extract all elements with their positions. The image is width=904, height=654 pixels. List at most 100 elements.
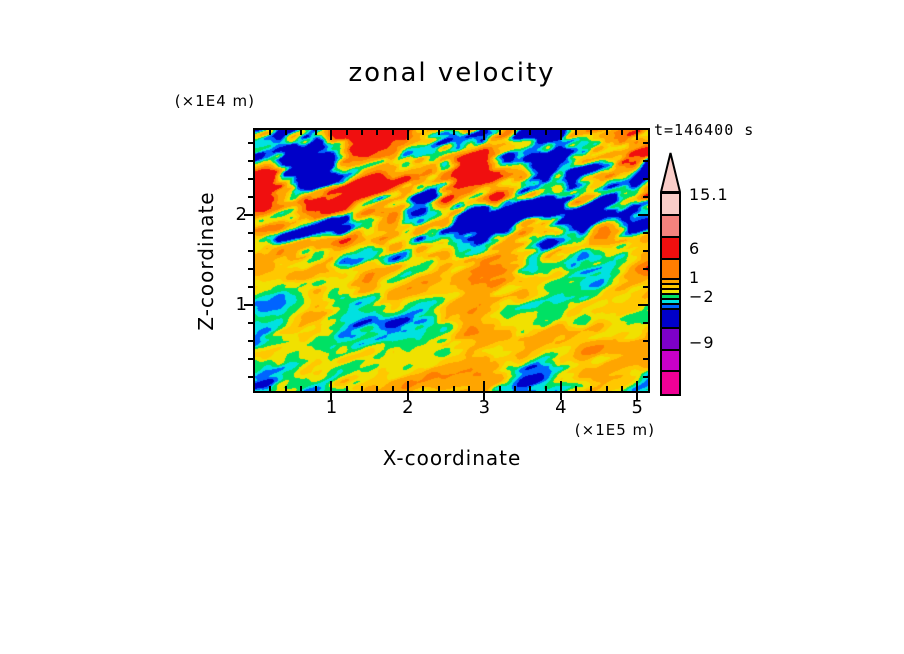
x-tick-bottom bbox=[407, 381, 409, 391]
x-tick-outside bbox=[330, 393, 332, 400]
y-tick-label: 1 bbox=[235, 294, 247, 315]
y-tick-label: 2 bbox=[235, 204, 247, 225]
y-tick-outside bbox=[248, 232, 253, 234]
plot-area bbox=[244, 128, 650, 400]
x-tick-top bbox=[392, 130, 394, 135]
x-tick-bottom bbox=[575, 386, 577, 391]
colorbar-arrow-tip bbox=[660, 152, 681, 193]
x-tick-bottom bbox=[514, 386, 516, 391]
x-tick-top bbox=[376, 130, 378, 135]
y-tick-outside bbox=[248, 250, 253, 252]
y-axis-label: Z-coordinate bbox=[194, 191, 218, 331]
colorbar-segment bbox=[662, 238, 679, 260]
colorbar-tick-label: −9 bbox=[689, 333, 715, 352]
y-tick-right bbox=[643, 358, 648, 360]
x-axis-label: X-coordinate bbox=[382, 446, 522, 470]
x-tick-top bbox=[529, 130, 531, 135]
x-tick-bottom bbox=[468, 386, 470, 391]
colorbar-segment bbox=[662, 372, 679, 394]
x-tick-bottom bbox=[606, 386, 608, 391]
y-tick-right bbox=[643, 268, 648, 270]
x-tick-bottom bbox=[499, 386, 501, 391]
colorbar-tick-label: 6 bbox=[689, 239, 701, 258]
colorbar-tick-label: 1 bbox=[689, 268, 701, 287]
y-tick-right bbox=[643, 160, 648, 162]
y-tick-outside bbox=[248, 142, 253, 144]
x-tick-top bbox=[575, 130, 577, 135]
x-tick-label: 3 bbox=[478, 397, 491, 418]
colorbar-tick-label: −2 bbox=[689, 287, 715, 306]
y-tick-right bbox=[643, 142, 648, 144]
y-tick-outside bbox=[248, 160, 253, 162]
x-tick-top bbox=[361, 130, 363, 135]
x-tick-bottom bbox=[590, 386, 592, 391]
y-tick-outside bbox=[248, 196, 253, 198]
x-tick-bottom bbox=[621, 386, 623, 391]
colorbar-segment bbox=[662, 351, 679, 372]
x-tick-label: 1 bbox=[325, 397, 338, 418]
x-tick-top bbox=[483, 130, 485, 140]
x-tick-top bbox=[300, 130, 302, 135]
y-tick-outside bbox=[248, 322, 253, 324]
x-tick-bottom bbox=[529, 386, 531, 391]
y-tick-right bbox=[643, 340, 648, 342]
x-tick-top bbox=[346, 130, 348, 135]
y-tick-right bbox=[643, 196, 648, 198]
colorbar-segment bbox=[662, 216, 679, 238]
x-tick-top bbox=[468, 130, 470, 135]
x-tick-top bbox=[422, 130, 424, 135]
x-tick-top bbox=[315, 130, 317, 135]
x-tick-bottom bbox=[376, 386, 378, 391]
colorbar-segment bbox=[662, 310, 679, 329]
y-tick-right bbox=[643, 322, 648, 324]
x-tick-outside bbox=[636, 393, 638, 400]
x-tick-top bbox=[407, 130, 409, 140]
x-tick-bottom bbox=[300, 386, 302, 391]
x-tick-top bbox=[330, 130, 332, 140]
colorbar-segment bbox=[662, 285, 679, 290]
y-tick-outside bbox=[248, 268, 253, 270]
x-tick-top bbox=[560, 130, 562, 140]
colorbar-segment bbox=[662, 329, 679, 351]
x-tick-top bbox=[545, 130, 547, 135]
x-tick-bottom bbox=[346, 386, 348, 391]
x-tick-outside bbox=[560, 393, 562, 400]
colorbar-segment bbox=[662, 300, 679, 305]
y-tick-outside bbox=[244, 304, 253, 306]
x-tick-bottom bbox=[422, 386, 424, 391]
x-tick-bottom bbox=[453, 386, 455, 391]
x-tick-bottom bbox=[285, 386, 287, 391]
colorbar-segment bbox=[662, 280, 679, 285]
timestamp: t=146400 s bbox=[654, 121, 755, 139]
x-tick-bottom bbox=[438, 386, 440, 391]
y-tick-outside bbox=[248, 376, 253, 378]
colorbar-segment bbox=[662, 290, 679, 295]
y-tick-right bbox=[643, 178, 648, 180]
colorbar-segment bbox=[662, 260, 679, 280]
x-tick-top bbox=[453, 130, 455, 135]
x-tick-top bbox=[269, 130, 271, 135]
colorbar-segment bbox=[662, 305, 679, 310]
x-tick-top bbox=[499, 130, 501, 135]
x-tick-bottom bbox=[330, 381, 332, 391]
x-tick-label: 5 bbox=[631, 397, 643, 418]
colorbar-segment bbox=[662, 194, 679, 216]
y-axis-units: (×1E4 m) bbox=[174, 92, 255, 110]
x-tick-top bbox=[438, 130, 440, 135]
x-tick-label: 2 bbox=[402, 397, 414, 418]
x-tick-bottom bbox=[269, 386, 271, 391]
x-tick-bottom bbox=[636, 381, 638, 391]
x-tick-top bbox=[621, 130, 623, 135]
x-tick-bottom bbox=[315, 386, 317, 391]
x-tick-top bbox=[590, 130, 592, 135]
x-tick-top bbox=[606, 130, 608, 135]
x-tick-bottom bbox=[483, 381, 485, 391]
x-tick-outside bbox=[483, 393, 485, 400]
y-tick-right bbox=[643, 286, 648, 288]
x-tick-bottom bbox=[560, 381, 562, 391]
y-tick-right bbox=[643, 376, 648, 378]
x-tick-label: 4 bbox=[555, 397, 567, 418]
y-tick-outside bbox=[248, 340, 253, 342]
colorbar-tick-label: 15.1 bbox=[689, 185, 729, 204]
